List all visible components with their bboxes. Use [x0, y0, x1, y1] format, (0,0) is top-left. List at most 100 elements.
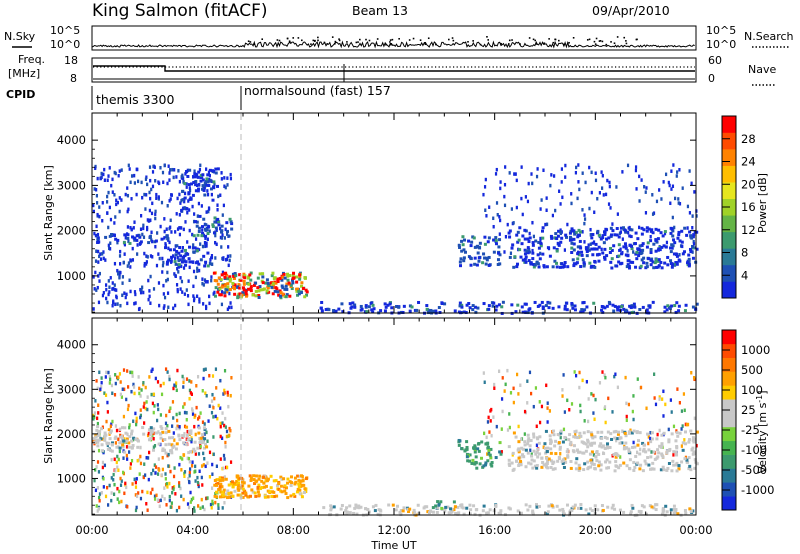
velocity-cell: [693, 458, 697, 462]
power-ytick-label: 2000: [57, 224, 86, 238]
power-sparse-cell: [503, 194, 506, 199]
power-sparse-cell: [184, 253, 187, 258]
velocity-cell: [470, 461, 474, 465]
velocity-sparse-cell: [196, 374, 200, 379]
power-cell: [516, 262, 520, 266]
velocity-cell: [517, 440, 521, 444]
velocity-sparse-cell: [578, 385, 581, 390]
velocity-cell: [667, 461, 671, 465]
power-cell: [628, 304, 632, 308]
power-sparse-cell: [169, 168, 172, 172]
velocity-sparse-cell: [182, 377, 185, 381]
power-cell: [629, 235, 633, 239]
power-cell: [672, 238, 676, 242]
noise-right-label: N.Search: [744, 30, 794, 43]
velocity-cell: [556, 433, 560, 437]
velocity-cell: [590, 509, 594, 513]
velocity-cell: [376, 512, 380, 516]
velocity-cell: [589, 465, 593, 469]
power-sparse-cell: [226, 254, 230, 259]
power-sparse-cell: [126, 186, 129, 190]
power-sparse-cell: [662, 180, 665, 184]
noise-search-dot: [467, 40, 469, 43]
power-cell: [514, 310, 518, 314]
power-sparse-cell: [608, 184, 611, 189]
velocity-cell: [277, 487, 281, 491]
power-cell: [541, 252, 545, 256]
noise-search-dot: [435, 43, 437, 46]
power-cell: [114, 237, 118, 241]
velocity-cell: [577, 506, 581, 510]
power-cell: [688, 230, 692, 234]
velocity-sparse-cell: [627, 402, 631, 407]
power-sparse-cell: [198, 297, 201, 301]
velocity-sparse-cell: [147, 450, 151, 455]
power-cell: [613, 233, 617, 237]
velocity-cell: [641, 441, 645, 445]
velocity-cell: [229, 482, 233, 486]
power-cell: [641, 242, 645, 246]
velocity-sparse-cell: [214, 414, 217, 419]
power-cell: [487, 236, 491, 240]
power-sparse-cell: [200, 204, 203, 208]
velocity-sparse-cell: [109, 424, 112, 429]
power-sparse-cell: [688, 211, 692, 215]
power-cell: [206, 173, 210, 177]
velocity-sparse-cell: [159, 383, 162, 388]
velocity-sparse-cell: [109, 377, 112, 382]
velocity-sparse-cell: [125, 397, 128, 402]
power-cell: [204, 244, 208, 248]
velocity-cell: [549, 447, 553, 451]
power-sparse-cell: [114, 215, 117, 219]
velocity-cell: [279, 475, 283, 479]
power-cell: [195, 249, 199, 253]
velocity-sparse-cell: [132, 382, 135, 387]
velocity-sparse-cell: [146, 456, 150, 460]
power-cell: [186, 252, 190, 256]
power-sparse-cell: [174, 230, 177, 234]
velocity-cell: [588, 442, 592, 446]
velocity-sparse-cell: [570, 402, 574, 406]
power-sparse-cell: [638, 251, 641, 256]
power-sparse-cell: [191, 204, 194, 209]
x-tick-label: 12:00: [377, 523, 410, 537]
velocity-sparse-cell: [173, 438, 176, 442]
power-sparse-cell: [109, 217, 113, 222]
power-sparse-cell: [133, 181, 136, 185]
power-sparse-cell: [663, 231, 667, 236]
velocity-cell: [221, 478, 225, 482]
power-sparse-cell: [133, 173, 136, 178]
velocity-sparse-cell: [161, 455, 164, 460]
velocity-cell: [659, 445, 663, 449]
velocity-sparse-cell: [561, 394, 564, 398]
power-cell: [429, 308, 433, 312]
velocity-cell: [600, 504, 604, 508]
power-cell: [590, 247, 594, 251]
power-cell: [220, 229, 224, 233]
velocity-sparse-cell: [139, 454, 142, 459]
velocity-sparse-cell: [670, 410, 673, 414]
power-cell: [608, 246, 612, 250]
velocity-cell: [584, 442, 588, 446]
velocity-sparse-cell: [532, 404, 535, 409]
power-sparse-cell: [166, 291, 170, 295]
noise-search-dot: [314, 39, 316, 42]
velocity-sparse-cell: [157, 430, 160, 434]
velocity-cell: [630, 503, 634, 507]
velocity-cell: [534, 503, 538, 507]
power-sparse-cell: [488, 205, 491, 209]
velocity-cell: [658, 444, 662, 448]
velocity-sparse-cell: [512, 386, 515, 391]
velocity-sparse-cell: [166, 453, 169, 458]
velocity-cell: [236, 487, 240, 491]
velocity-cell: [279, 484, 283, 488]
power-sparse-cell: [504, 165, 507, 169]
power-cell: [603, 232, 607, 236]
power-cell: [675, 301, 679, 305]
velocity-cell: [109, 448, 113, 452]
power-sparse-cell: [578, 187, 581, 192]
velocity-cell: [590, 433, 594, 437]
power-cell: [188, 245, 192, 249]
velocity-cell: [262, 475, 266, 479]
velocity-cell: [127, 445, 131, 449]
